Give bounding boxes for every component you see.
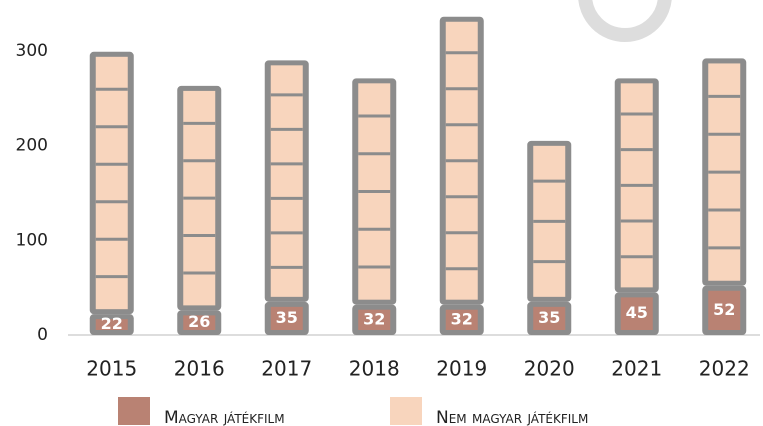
- bar: [533, 306, 566, 330]
- bar: [620, 297, 653, 330]
- x-tick-label: 2019: [436, 357, 487, 381]
- bar: [270, 65, 303, 297]
- y-tick-label: 0: [37, 325, 48, 345]
- x-tick-label: 2020: [524, 357, 575, 381]
- x-tick-label: 2018: [349, 357, 400, 381]
- legend-swatch: [390, 397, 422, 425]
- logo: [578, 0, 672, 42]
- bar: [445, 309, 478, 330]
- x-tick-label: 2021: [611, 357, 662, 381]
- y-tick-label: 300: [16, 41, 48, 61]
- x-tick-label: 2016: [174, 357, 225, 381]
- bar: [95, 319, 128, 330]
- value-label: 22: [101, 314, 123, 333]
- x-tick-label: 2017: [261, 357, 312, 381]
- value-label: 26: [188, 312, 210, 331]
- y-tick-label: 200: [16, 136, 48, 156]
- bar: [708, 290, 741, 330]
- value-label: 35: [538, 308, 560, 327]
- bar: [358, 309, 391, 330]
- value-label: 52: [713, 300, 735, 319]
- legend-label: Nem magyar játékfilm: [436, 408, 588, 426]
- legend-label: Magyar játékfilm: [164, 408, 285, 426]
- x-tick-label: 2022: [699, 357, 750, 381]
- value-label: 32: [363, 309, 385, 328]
- bar: [183, 315, 216, 330]
- x-tick-label: 2015: [86, 357, 137, 381]
- y-tick-label: 100: [16, 230, 48, 250]
- value-label: 32: [451, 309, 473, 328]
- bar: [95, 56, 128, 310]
- legend-swatch: [118, 397, 150, 425]
- value-label: 35: [276, 308, 298, 327]
- bar: [270, 306, 303, 330]
- value-label: 45: [626, 303, 648, 322]
